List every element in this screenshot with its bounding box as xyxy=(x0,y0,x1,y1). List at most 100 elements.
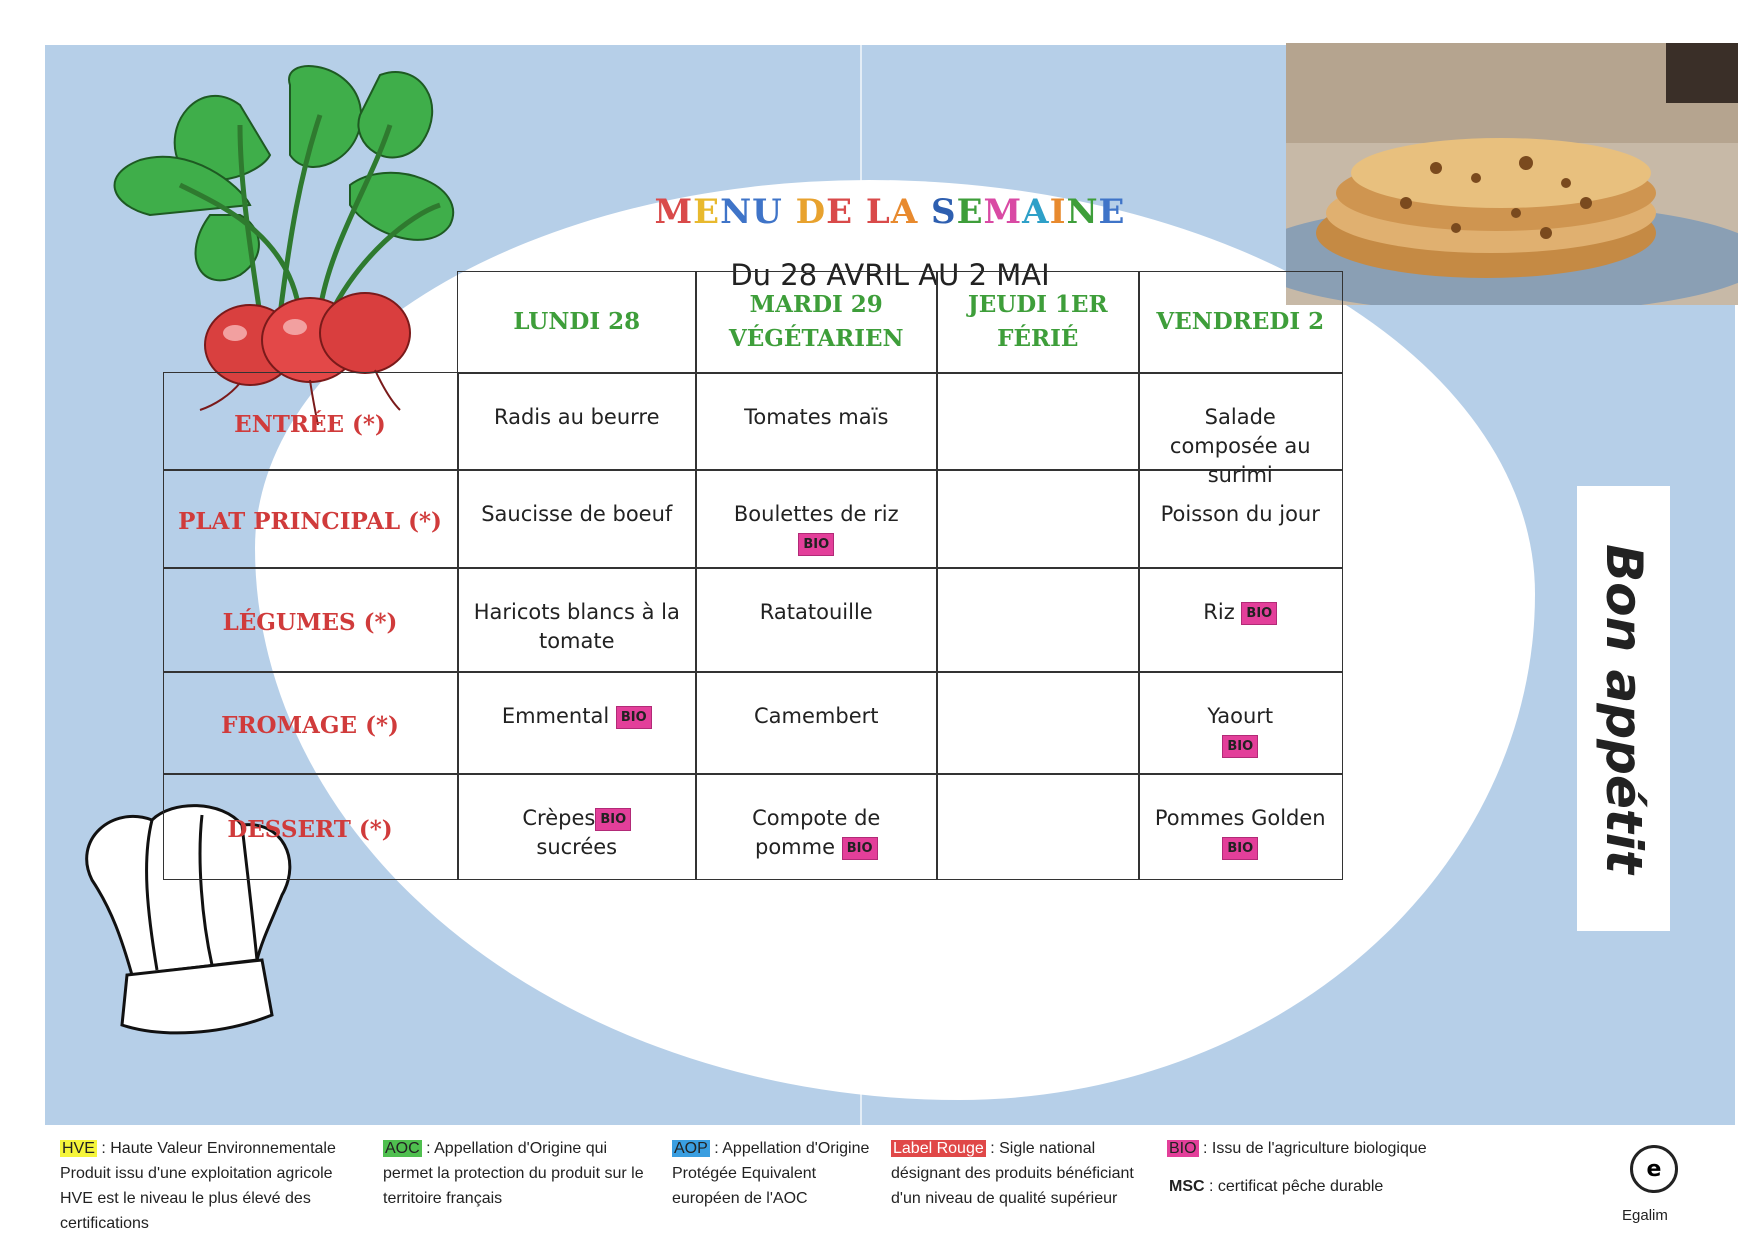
bio-badge: BIO xyxy=(1222,836,1259,860)
legend-bio: BIO : Issu de l'agriculture biologique xyxy=(1167,1140,1427,1157)
menu-cell: Riz BIO xyxy=(1138,567,1343,673)
title-letter: U xyxy=(752,192,783,232)
title-letter: L xyxy=(865,192,891,232)
dish-name: Yaourt xyxy=(1207,704,1274,728)
row-label-cell xyxy=(163,773,459,880)
row-label: DESSERT (*) xyxy=(227,815,393,843)
row-label-cell xyxy=(163,372,459,471)
legend-aoc: AOC : Appellation d'Origine qui permet l… xyxy=(383,1140,644,1207)
row-label: LÉGUMES (*) xyxy=(222,609,398,637)
row-label-cell xyxy=(163,567,459,673)
menu-cell xyxy=(936,372,1140,471)
day-header-label: MARDI 29 VÉGÉTARIEN xyxy=(728,290,904,353)
menu-cell xyxy=(936,469,1140,569)
bio-badge: BIO xyxy=(1222,734,1259,758)
row-label: ENTRÉE (*) xyxy=(234,410,386,438)
title-letter: N xyxy=(720,192,753,232)
day-header-label: VENDREDI 2 xyxy=(1156,308,1325,335)
aop-tag: AOP xyxy=(672,1140,710,1157)
dish-name: Radis au beurre xyxy=(493,405,660,429)
dish-name: Riz xyxy=(1203,600,1235,624)
title-letter xyxy=(783,192,796,232)
menu-cell: Saucisse de boeuf xyxy=(457,469,697,569)
crepes-photo xyxy=(1286,43,1738,305)
dish-name: Haricots blancs à la tomate xyxy=(473,600,680,653)
menu-cell: Ratatouille xyxy=(695,567,938,673)
bon-appetit-text: Bon appétit xyxy=(1594,543,1653,874)
menu-cell: Tomates maïs xyxy=(695,372,938,471)
bio-badge: BIO xyxy=(595,807,632,831)
title-letter: A xyxy=(890,192,919,232)
title-letter: E xyxy=(826,192,854,232)
title-letter: E xyxy=(1098,192,1126,232)
title-letter: M xyxy=(983,192,1023,232)
title-letter: A xyxy=(1022,192,1050,232)
day-header-label: LUNDI 28 xyxy=(513,308,641,335)
menu-cell: Crèpes BIO sucrées xyxy=(457,773,697,880)
legend-msc: MSC : certificat pêche durable xyxy=(1169,1178,1384,1195)
title-letter: I xyxy=(1049,192,1067,232)
bio-badge: BIO xyxy=(615,705,652,729)
hve-tag: HVE xyxy=(60,1140,97,1157)
menu-title: MENU DE LA SEMAINE xyxy=(540,192,1240,232)
dish-name: Saucisse de boeuf xyxy=(481,502,673,526)
bio-badge: BIO xyxy=(1241,601,1278,625)
menu-cell: Poisson du jour xyxy=(1138,469,1343,569)
dish-name: Ratatouille xyxy=(759,600,873,624)
title-letter: D xyxy=(795,192,827,232)
dish-name: Compote de pomme xyxy=(752,806,881,859)
msc-tag: MSC xyxy=(1169,1178,1205,1195)
bio-badge: BIO xyxy=(841,836,878,860)
dish-name: Tomates maïs xyxy=(744,405,889,429)
row-label: FROMAGE (*) xyxy=(221,712,399,740)
dish-name: Poisson du jour xyxy=(1160,502,1320,526)
aoc-tag: AOC xyxy=(383,1140,422,1157)
chef-hat-illustration xyxy=(85,804,292,1035)
menu-cell: Emmental BIO xyxy=(457,671,697,775)
menu-cell: Radis au beurre xyxy=(457,372,697,471)
bio-badge: BIO xyxy=(798,532,835,556)
bio-tag: BIO xyxy=(1167,1140,1199,1157)
dish-name: Camembert xyxy=(754,704,879,728)
dish-name: Pommes Golden xyxy=(1154,806,1326,830)
menu-cell: Camembert xyxy=(695,671,938,775)
menu-cell xyxy=(936,773,1140,880)
legend: HVE : Haute Valeur Environnementale Prod… xyxy=(45,1128,1735,1240)
row-label-cell xyxy=(163,469,459,569)
dish-name-continued: sucrées xyxy=(536,835,618,859)
legend-aop: AOP : Appellation d'Origine Protégée Equ… xyxy=(672,1140,870,1207)
row-label-cell xyxy=(163,671,459,775)
menu-cell: Yaourt BIO xyxy=(1138,671,1343,775)
menu-cell: Salade composée au surimi xyxy=(1138,372,1343,487)
menu-cell xyxy=(936,567,1140,673)
day-header: MARDI 29 VÉGÉTARIEN xyxy=(695,271,938,374)
dish-name: Salade composée au surimi xyxy=(1169,405,1311,487)
row-label: PLAT PRINCIPAL (*) xyxy=(178,508,442,536)
day-header: LUNDI 28 xyxy=(457,271,697,374)
title-letter: N xyxy=(1066,192,1099,232)
menu-cell: Compote de pomme BIO xyxy=(695,773,938,880)
legend-label-rouge: Label Rouge : Sigle national désignant d… xyxy=(891,1140,1134,1207)
menu-cell: Boulettes de riz BIO xyxy=(695,469,938,569)
title-letter xyxy=(853,192,866,232)
title-letter: S xyxy=(931,192,957,232)
menu-cell xyxy=(936,671,1140,775)
radish-illustration xyxy=(113,65,454,425)
dish-name: Emmental xyxy=(501,704,610,728)
menu-cell: Haricots blancs à la tomate xyxy=(457,567,697,673)
title-letter: M xyxy=(654,192,694,232)
day-header: VENDREDI 2 xyxy=(1138,271,1343,374)
menu-cell: Pommes Golden BIO xyxy=(1138,773,1343,880)
title-letter: E xyxy=(956,192,984,232)
title-letter: E xyxy=(693,192,721,232)
legend-hve: HVE : Haute Valeur Environnementale Prod… xyxy=(60,1140,336,1232)
egalim-label: Egalim xyxy=(1622,1207,1668,1224)
menu-date-range: Du 28 AVRIL AU 2 MAI xyxy=(730,258,1050,292)
day-header: JEUDI 1ER FÉRIÉ xyxy=(936,271,1140,374)
title-letter xyxy=(918,192,931,232)
egalim-logo-icon: e xyxy=(1630,1145,1678,1193)
label-rouge-tag: Label Rouge xyxy=(891,1140,986,1157)
bon-appetit-banner: Bon appétit xyxy=(1577,486,1670,931)
dish-name: Boulettes de riz xyxy=(733,502,899,526)
dish-name: Crèpes xyxy=(522,806,596,830)
